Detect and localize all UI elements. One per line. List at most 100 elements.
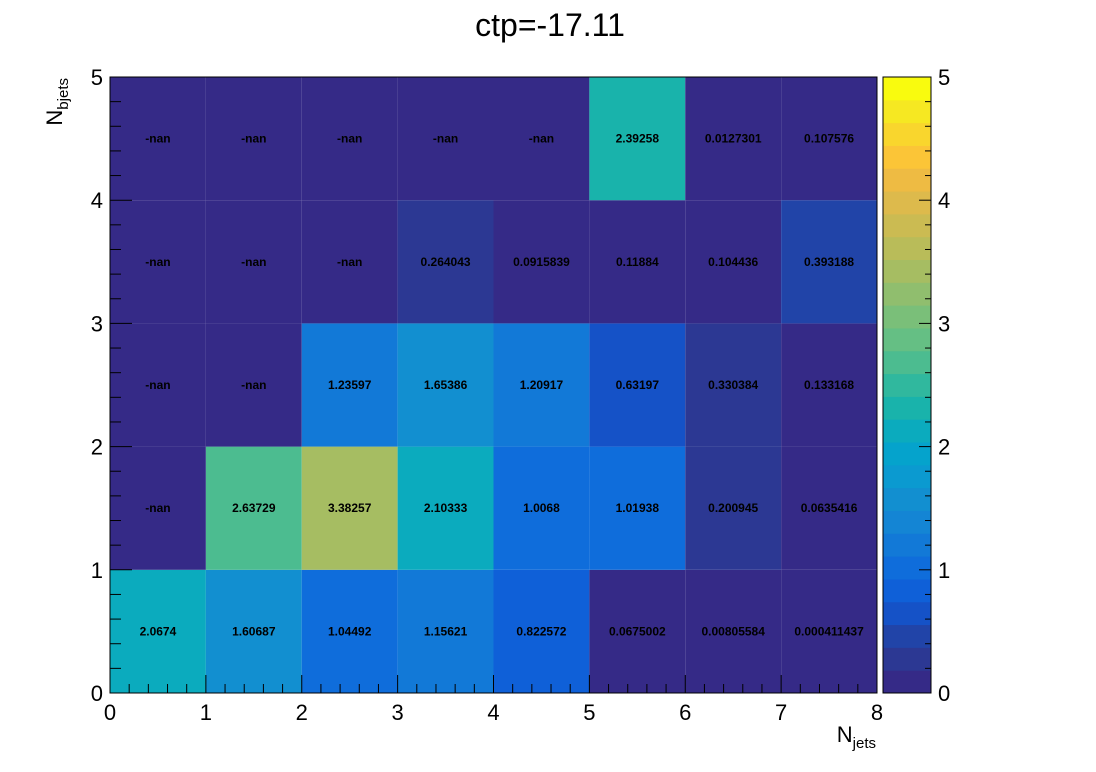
color-scale-tick-label: 3	[938, 311, 950, 336]
heatmap-cell-1-4	[205, 77, 302, 201]
heatmap-cell-0-3	[110, 200, 206, 324]
heatmap-cell-4-4	[493, 77, 590, 201]
heatmap-cell-label-2-2: 1.23597	[328, 378, 372, 392]
heatmap-cell-label-6-0: 0.00805584	[701, 624, 765, 638]
heatmap-cell-label-3-0: 1.15621	[424, 624, 468, 638]
x-tick-label: 4	[487, 700, 499, 725]
heatmap-cell-2-0	[301, 569, 398, 693]
heatmap-cell-6-3	[685, 200, 782, 324]
heatmap-cell-label-2-1: 3.38257	[328, 501, 372, 515]
x-tick-label: 2	[296, 700, 308, 725]
heatmap-cell-label-7-0: 0.000411437	[794, 624, 864, 638]
heatmap-cell-7-2	[781, 323, 877, 447]
heatmap-cell-label-4-0: 0.822572	[516, 624, 566, 638]
color-scale-segment	[883, 533, 931, 557]
heatmap-cell-4-3	[493, 200, 590, 324]
heatmap-cell-label-4-4: -nan	[529, 132, 554, 146]
color-scale-segment	[883, 282, 931, 306]
color-scale-segment	[883, 168, 931, 192]
x-tick-label: 5	[583, 700, 595, 725]
color-scale-segment	[883, 442, 931, 466]
chart-title: ctp=-17.11	[475, 7, 625, 43]
color-scale-segment	[883, 236, 931, 261]
heatmap-cell-label-2-4: -nan	[337, 132, 362, 146]
heatmap-cell-2-1	[301, 446, 398, 570]
heatmap-cell-3-3	[397, 200, 494, 324]
heatmap-cell-label-7-4: 0.107576	[804, 132, 854, 146]
heatmap-cell-label-5-3: 0.11884	[616, 255, 659, 269]
heatmap-cell-7-4	[781, 77, 877, 201]
color-scale-segment	[883, 327, 931, 352]
heatmap-cell-5-0	[589, 569, 686, 693]
heatmap-cell-label-4-1: 1.0068	[523, 501, 560, 515]
heatmap-cell-6-2	[685, 323, 782, 447]
heatmap-cell-7-0	[781, 569, 877, 693]
x-tick-label: 0	[104, 700, 116, 725]
color-scale-segment	[883, 601, 931, 626]
heatmap-cells	[110, 77, 877, 693]
x-tick-label: 8	[871, 700, 883, 725]
heatmap-cell-6-0	[685, 569, 782, 693]
color-scale-tick-label: 0	[938, 681, 950, 706]
y-axis: 0 1 2 3 4 5	[91, 65, 132, 706]
heatmap-cell-6-4	[685, 77, 782, 201]
color-scale-segment	[883, 213, 931, 238]
heatmap-cell-0-2	[110, 323, 206, 447]
y-axis-label-main: N	[42, 110, 67, 126]
heatmap-cell-label-0-0: 2.0674	[140, 624, 177, 638]
x-axis-label: Njets	[837, 722, 876, 752]
heatmap-cell-5-1	[589, 446, 686, 570]
heatmap-cell-label-5-4: 2.39258	[616, 132, 660, 146]
color-scale-frame	[882, 76, 932, 694]
x-tick-label: 1	[200, 700, 212, 725]
heatmap-cell-label-4-3: 0.0915839	[513, 255, 570, 269]
color-scale-segment	[883, 145, 931, 169]
x-axis-label-sub: jets	[852, 735, 876, 752]
x-tick-label: 6	[679, 700, 691, 725]
y-tick-label: 3	[91, 311, 103, 336]
color-scale-segment	[883, 259, 931, 283]
color-scale-segment	[883, 191, 931, 215]
color-scale-segment	[883, 578, 931, 603]
heatmap-cell-label-6-3: 0.104436	[708, 255, 758, 269]
x-tick-label: 3	[392, 700, 404, 725]
color-scale-axis: 0 1 2 3 4 5	[919, 65, 950, 706]
heatmap-cell-4-0	[493, 569, 590, 693]
color-scale-segment	[883, 396, 931, 420]
heatmap-cell-label-7-3: 0.393188	[804, 255, 854, 269]
heatmap-cell-label-5-1: 1.01938	[616, 501, 660, 515]
heatmap-cell-label-2-3: -nan	[337, 255, 362, 269]
heatmap-cell-label-0-3: -nan	[145, 255, 170, 269]
color-scale-segment	[883, 670, 931, 694]
heatmap-cell-label-5-2: 0.63197	[616, 378, 660, 392]
heatmap-cell-7-3	[781, 200, 877, 324]
heatmap-cell-1-0	[205, 569, 302, 693]
heatmap-cell-0-1	[110, 446, 206, 570]
heatmap-cell-label-0-1: -nan	[145, 501, 170, 515]
heatmap-cell-label-0-2: -nan	[145, 378, 170, 392]
heatmap-cell-1-2	[205, 323, 302, 447]
heatmap-cell-label-3-2: 1.65386	[424, 378, 468, 392]
heatmap-cell-3-4	[397, 77, 494, 201]
heatmap-cell-label-1-4: -nan	[241, 132, 266, 146]
color-scale-segment	[883, 464, 931, 489]
y-tick-label: 0	[91, 681, 103, 706]
heatmap-cell-label-6-4: 0.0127301	[705, 132, 762, 146]
color-scale-segment	[883, 350, 931, 375]
heatmap-cell-4-2	[493, 323, 590, 447]
color-scale-segment	[883, 624, 931, 648]
heatmap-cell-label-2-0: 1.04492	[328, 624, 372, 638]
color-scale-tick-label: 2	[938, 435, 950, 460]
heatmap-cell-label-0-4: -nan	[145, 132, 170, 146]
heatmap-cell-label-6-2: 0.330384	[708, 378, 758, 392]
heatmap-cell-label-6-1: 0.200945	[708, 501, 758, 515]
heatmap-cell-label-3-3: 0.264043	[421, 255, 471, 269]
heatmap-cell-3-1	[397, 446, 494, 570]
heatmap-cell-5-2	[589, 323, 686, 447]
x-axis: 0 1 2 3 4 5 6 7 8	[104, 675, 883, 725]
y-tick-label: 2	[91, 435, 103, 460]
y-tick-label: 1	[91, 558, 103, 583]
color-scale-segment	[883, 99, 931, 124]
